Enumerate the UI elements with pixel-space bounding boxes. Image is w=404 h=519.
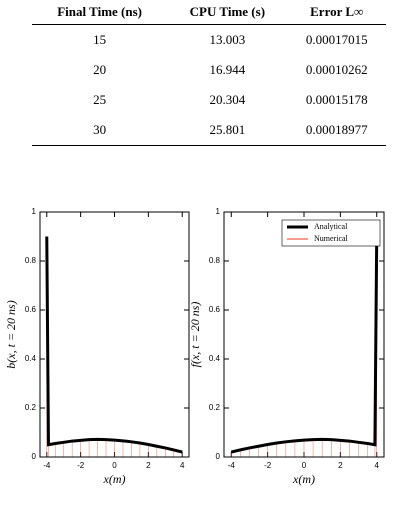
- table-row: 20 16.944 0.00010262: [32, 55, 386, 85]
- y-axis-title: b(x, t = 20 ns): [4, 300, 18, 368]
- column-header: Final Time (ns): [32, 0, 168, 25]
- table-row: 15 13.003 0.00017015: [32, 25, 386, 56]
- y-tick-label: 0.8: [209, 256, 221, 265]
- column-header: CPU Time (s): [167, 0, 288, 25]
- x-tick-label: 0: [302, 461, 307, 470]
- x-tick-label: -4: [43, 461, 51, 470]
- table-row: 30 25.801 0.00018977: [32, 115, 386, 146]
- x-tick-label: 2: [338, 461, 343, 470]
- y-tick-label: 1: [32, 207, 37, 216]
- x-tick-label: -4: [228, 461, 236, 470]
- y-tick-label: 0.4: [25, 354, 37, 363]
- x-axis-title: x(m): [103, 472, 126, 486]
- results-table: Final Time (ns) CPU Time (s) Error L∞ 15 13…: [32, 0, 386, 146]
- y-tick-label: 0.4: [209, 354, 221, 363]
- x-tick-label: 4: [375, 461, 380, 470]
- plot-frame: [39, 211, 190, 458]
- y-tick-label: 0.2: [209, 403, 221, 412]
- plot-frame: [223, 211, 385, 458]
- table-cell: 15: [93, 32, 107, 47]
- y-axis-title: f(x, t = 20 ns): [188, 302, 202, 368]
- table-body: 15 13.003 0.00017015 20 16.944 0.00010262 25 20…: [32, 25, 386, 146]
- figure: -4 -2 0 2 4 0 0.2 0.4 0.6 0.8 1 x(m) b(x, t = 20 ns)…: [4, 207, 385, 486]
- table-cell: 20.304: [209, 92, 246, 107]
- x-tick-label: 2: [146, 461, 151, 470]
- y-tick-label: 0: [32, 452, 37, 461]
- numerical-line: [46, 236, 183, 453]
- x-tick-label: -2: [264, 461, 272, 470]
- legend-label: Analytical: [314, 222, 348, 231]
- table-row: 25 20.304 0.00015178: [32, 85, 386, 115]
- numerical-line: [231, 236, 378, 453]
- y-tick-label: 0.6: [25, 305, 37, 314]
- y-tick-label: 1: [216, 207, 221, 216]
- analytical-line: [45, 236, 183, 454]
- legend-box: [281, 219, 381, 247]
- y-tick-label: 0.2: [25, 403, 37, 412]
- table-cell: 25.801: [167, 115, 288, 146]
- table-cell: 0.00017015: [305, 32, 368, 47]
- table-cell: 16.944: [209, 62, 246, 77]
- table-cell: 30: [32, 115, 168, 146]
- column-header: Error L∞: [287, 0, 386, 25]
- table-cell: 20: [93, 62, 107, 77]
- header-row: Final Time (ns) CPU Time (s) Error L∞: [32, 0, 386, 25]
- x-tick-label: 0: [112, 461, 117, 470]
- table-cell: 0.00018977: [287, 115, 386, 146]
- table-cell: 13.003: [209, 32, 246, 47]
- analytical-line: [230, 236, 379, 454]
- legend-label: Numerical: [314, 234, 349, 243]
- y-tick-label: 0.8: [25, 256, 37, 265]
- y-tick-label: 0: [216, 452, 221, 461]
- table-cell: 0.00010262: [305, 62, 368, 77]
- x-tick-label: 4: [180, 461, 185, 470]
- table-cell: 0.00015178: [305, 92, 368, 107]
- x-axis-title: x(m): [292, 472, 315, 486]
- table-cell: 25: [93, 92, 107, 107]
- y-tick-label: 0.6: [209, 305, 221, 314]
- x-tick-label: -2: [77, 461, 85, 470]
